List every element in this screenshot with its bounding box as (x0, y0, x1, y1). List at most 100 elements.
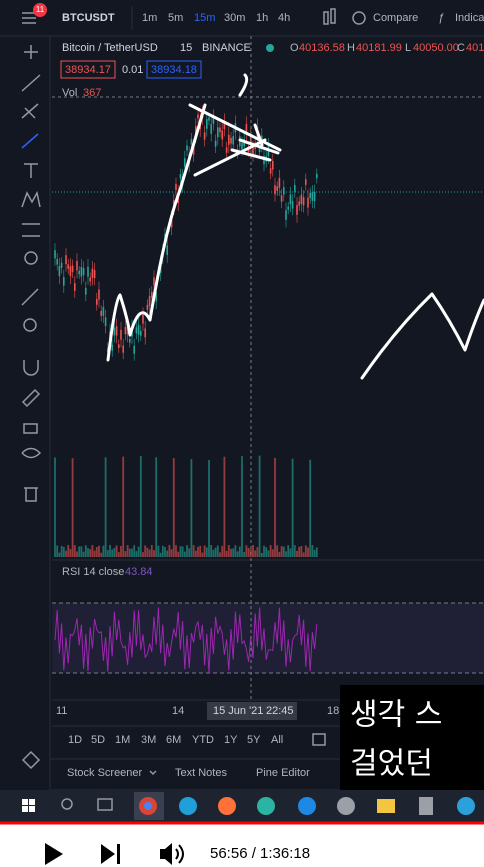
taskbar (0, 790, 484, 822)
volume-bar (274, 457, 276, 557)
volume-bar (142, 552, 144, 557)
volume-bar (137, 546, 140, 557)
ask[interactable]: 38934.18 (151, 64, 197, 76)
time-label: 18 (327, 705, 339, 717)
candle (208, 117, 210, 121)
symbol[interactable]: BTCUSDT (62, 12, 115, 24)
candle (214, 140, 217, 147)
interval[interactable]: 30m (224, 12, 245, 24)
bid[interactable]: 38934.17 (65, 64, 111, 76)
range[interactable]: 1D (68, 734, 82, 746)
volume-bar (267, 550, 270, 557)
volume-bar (234, 545, 237, 557)
tools[interactable] (21, 45, 42, 770)
range[interactable]: All (271, 734, 283, 746)
volume-bar (126, 545, 129, 557)
volume-bar (161, 545, 164, 557)
volume-bar (65, 550, 67, 557)
candle (283, 187, 285, 195)
candle (170, 217, 173, 228)
volume-value: 367 (83, 87, 101, 99)
volume-bar (199, 545, 202, 557)
volume-bar (98, 545, 100, 557)
volume-bar (131, 548, 133, 557)
range[interactable]: 5Y (247, 734, 261, 746)
interval[interactable]: 1h (256, 12, 268, 24)
indicators[interactable]: Indica (455, 12, 484, 24)
chart-type[interactable] (323, 8, 336, 25)
volume-bar (155, 457, 158, 557)
volume-bar (80, 546, 83, 557)
interval[interactable]: 4h (278, 12, 290, 24)
range[interactable]: 6M (166, 734, 181, 746)
rsi-line (54, 607, 318, 673)
candle (206, 119, 208, 129)
candle (58, 265, 61, 276)
candle (311, 192, 314, 201)
candle (113, 327, 116, 336)
candle (298, 201, 300, 206)
interval[interactable]: 1m (142, 12, 157, 24)
volume-bar (113, 547, 116, 557)
volume-bar (183, 551, 186, 557)
candle (241, 143, 243, 150)
volume-bar (146, 547, 149, 557)
candle (166, 245, 168, 256)
range[interactable]: 1Y (224, 734, 238, 746)
volume-bar (87, 548, 89, 557)
candle (274, 185, 276, 195)
caret[interactable] (149, 770, 157, 776)
volume-bar (232, 548, 235, 557)
candle (118, 344, 120, 348)
volume-bar (109, 545, 111, 557)
volume-bar (179, 546, 182, 557)
interval[interactable]: 5m (168, 12, 183, 24)
tab[interactable]: Pine Editor (256, 767, 310, 779)
drawing (188, 73, 282, 177)
volume-bar (76, 551, 78, 557)
ask-box[interactable] (146, 60, 202, 79)
candle (129, 339, 131, 343)
candle (252, 147, 254, 156)
volume-bar (258, 455, 261, 557)
volume-bar (122, 456, 125, 557)
volume-button[interactable] (160, 843, 172, 865)
volume-bar (276, 545, 279, 557)
candle (76, 260, 78, 271)
range[interactable]: YTD (192, 734, 214, 746)
volume-bar (93, 550, 96, 557)
play-button[interactable] (45, 843, 63, 865)
volume-bar (285, 551, 287, 557)
candle (203, 132, 206, 140)
range[interactable]: 5D (91, 734, 105, 746)
legend-exchange: BINANCE (202, 42, 251, 54)
range[interactable]: 1M (115, 734, 130, 746)
volume-waves[interactable] (175, 844, 184, 864)
volume-bar (230, 548, 232, 557)
volume-bar (170, 549, 173, 557)
volume-bar (190, 458, 193, 557)
open-label: O (290, 42, 299, 54)
close: 4012 (466, 42, 484, 54)
candle (126, 324, 129, 335)
goto-date[interactable] (312, 733, 326, 746)
volume-bar (115, 545, 118, 557)
fx-icon[interactable]: ƒ (438, 12, 444, 24)
candle (93, 269, 96, 279)
volume-bar (254, 550, 257, 557)
high-label: H (347, 42, 355, 54)
menu[interactable] (22, 12, 36, 24)
candle (56, 258, 58, 265)
candle (289, 194, 292, 205)
next-button[interactable] (101, 844, 120, 864)
compare-icon[interactable] (352, 11, 366, 25)
rsi-band (52, 603, 484, 673)
taskbar-icons[interactable] (22, 792, 475, 820)
tab[interactable]: Stock Screener (67, 767, 143, 779)
interval[interactable]: 15m (194, 12, 215, 24)
compare[interactable]: Compare (373, 12, 418, 24)
bid-box[interactable] (60, 60, 116, 79)
candle (195, 126, 197, 136)
range[interactable]: 3M (141, 734, 156, 746)
tab[interactable]: Text Notes (175, 767, 227, 779)
